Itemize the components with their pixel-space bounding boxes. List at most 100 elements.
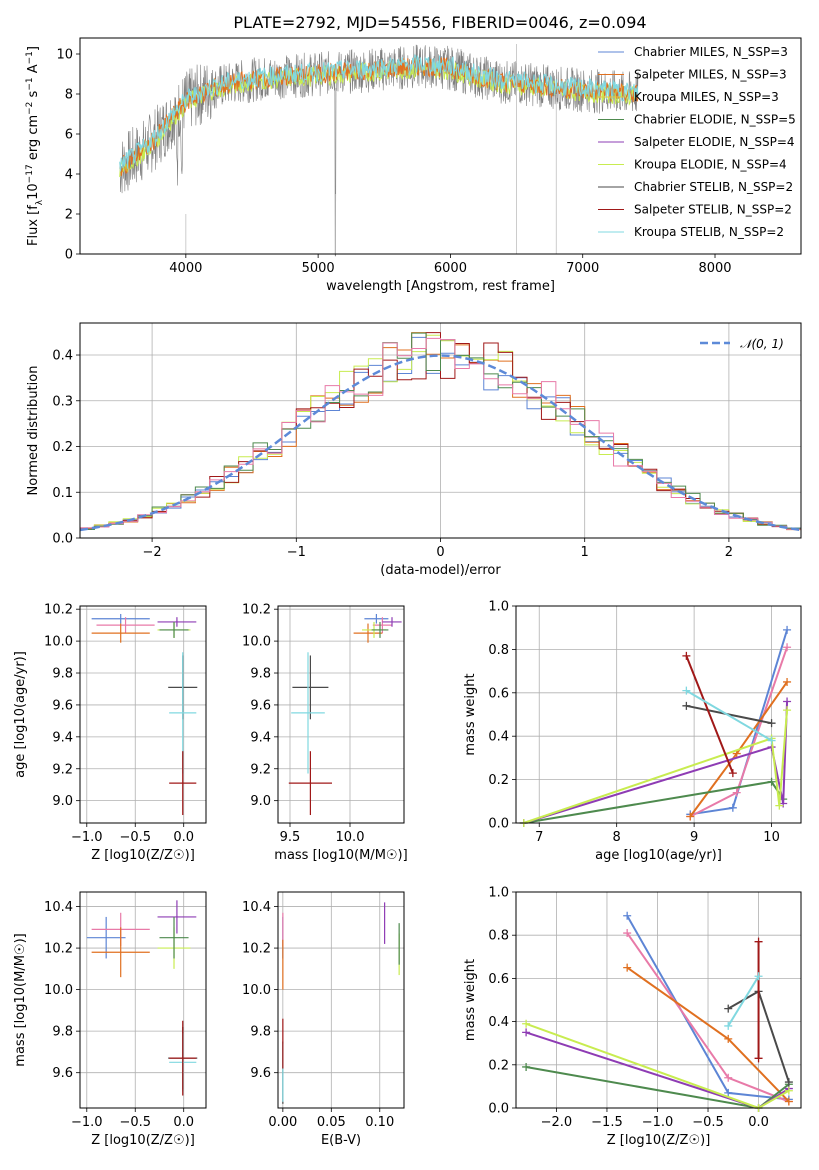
y-tick-label: 10.2 [242, 942, 271, 957]
weight-marker [783, 643, 792, 652]
y-tick-label: 0.0 [488, 1102, 509, 1117]
legend-entry: Salpeter ELODIE, N_SSP=4 [634, 135, 795, 149]
weight-marker [767, 719, 776, 728]
weight-marker [732, 788, 741, 797]
x-tick-label: 4000 [169, 261, 202, 276]
weight-marker [682, 651, 691, 660]
x-tick-label: 9.5 [280, 830, 301, 845]
y-tick-label: 0.1 [52, 486, 73, 501]
legend-entry: Salpeter STELIB, N_SSP=2 [634, 203, 792, 217]
legend-entry: 𝒩(0, 1) [740, 337, 784, 351]
y-tick-label: 9.6 [250, 1066, 271, 1081]
y-axis-label: Flux [fλ10−17 erg cm−2 s−1 A−1] [25, 46, 45, 246]
axes-frame [79, 37, 802, 255]
y-tick-label: 0.6 [488, 972, 509, 987]
model-spectrum-line [119, 53, 639, 172]
x-tick-label: 1 [581, 545, 589, 560]
spectrum-panel: 4000 5000 6000 7000 8000 0 2 4 6 8 10 wavelength [A… [25, 37, 802, 294]
massweight-vs-metallicity-panel: −2.0 −1.5 −1.0 −0.5 0.0 0.0 0.2 0.4 0.6 0.8 1.0 Z [… [463, 886, 802, 1148]
axes-frame [515, 605, 802, 824]
y-tick-label: 0 [65, 248, 73, 263]
x-tick-label: 0.00 [268, 1115, 297, 1130]
y-axis-label: mass weight [463, 673, 478, 755]
y-tick-label: 1.0 [488, 886, 509, 901]
weight-marker [623, 911, 632, 920]
axes-frame [277, 605, 405, 824]
y-tick-label: 8 [65, 88, 73, 103]
x-tick-label: −0.5 [119, 1115, 151, 1130]
legend-entry: Kroupa MILES, N_SSP=3 [634, 90, 779, 104]
x-tick-label: 7 [535, 830, 543, 845]
y-tick-label: 9.4 [250, 730, 271, 745]
weight-marker [724, 1021, 733, 1030]
weight-marker [784, 1097, 793, 1106]
weight-marker [784, 1086, 793, 1095]
weight-marker [682, 701, 691, 710]
x-tick-label: 10.0 [336, 830, 365, 845]
x-tick-label: −1.5 [591, 1115, 623, 1130]
x-tick-label: 10 [763, 830, 780, 845]
y-tick-label: 9.8 [52, 1025, 73, 1040]
legend-entry: Chabrier STELIB, N_SSP=2 [634, 180, 793, 194]
y-tick-label: 0.2 [52, 440, 73, 455]
x-axis-label: Z [log10(Z/Z☉)] [91, 848, 195, 863]
x-axis-label: E(B-V) [321, 1133, 361, 1148]
weight-marker [724, 1004, 733, 1013]
histogram-steps [79, 332, 801, 538]
residual-histogram-panel: −2 −1 0 1 2 0.0 0.1 0.2 0.3 0.4 (data-model)/error… [26, 322, 802, 578]
y-tick-label: 0.8 [488, 929, 509, 944]
y-tick-label: 10.0 [44, 983, 73, 998]
x-tick-label: −1.0 [642, 1115, 674, 1130]
axes-frame [79, 605, 207, 824]
weight-marker [767, 736, 776, 745]
legend-entry: Chabrier ELODIE, N_SSP=5 [634, 113, 796, 127]
weight-marker [783, 677, 792, 686]
legend-entry: Salpeter MILES, N_SSP=3 [634, 68, 787, 82]
weight-line [523, 780, 785, 824]
y-tick-label: 0.4 [52, 349, 73, 364]
y-tick-label: 0.4 [488, 1015, 509, 1030]
weight-marker [724, 1034, 733, 1043]
massweight-vs-age-panel: 7 8 9 10 0.0 0.2 0.4 0.6 0.8 1.0 age [log10(age/yr… [463, 600, 802, 863]
y-tick-label: 10.0 [242, 635, 271, 650]
axes-frame [277, 891, 405, 1109]
y-tick-label: 0.3 [52, 394, 73, 409]
y-tick-label: 9.6 [52, 1066, 73, 1081]
x-axis-label: wavelength [Angstrom, rest frame] [326, 279, 555, 294]
y-tick-label: 9.0 [250, 794, 271, 809]
weight-marker [728, 769, 737, 778]
weight-marker [754, 972, 763, 981]
y-tick-label: 10.4 [44, 900, 73, 915]
weight-marker [682, 686, 691, 695]
weight-marker [767, 777, 776, 786]
y-axis-label: age [log10(age/yr)] [13, 651, 28, 778]
y-tick-label: 0.0 [488, 817, 509, 832]
x-tick-label: 0.10 [365, 1115, 394, 1130]
axes-frame [79, 891, 207, 1109]
axes-frame [515, 891, 802, 1109]
x-tick-label: 8000 [698, 261, 731, 276]
weight-marker [754, 1054, 763, 1063]
legend-entry: Kroupa ELODIE, N_SSP=4 [634, 158, 787, 172]
y-tick-label: 2 [65, 208, 73, 223]
x-tick-label: 0.0 [173, 830, 194, 845]
legend-entry: Kroupa STELIB, N_SSP=2 [634, 225, 784, 239]
y-axis-label: Normed distribution [26, 366, 41, 496]
weight-marker [623, 963, 632, 972]
weight-line [727, 975, 760, 1027]
x-tick-label: 5000 [302, 261, 335, 276]
weight-line [685, 655, 734, 774]
y-tick-label: 9.6 [250, 698, 271, 713]
y-tick-label: 9.4 [52, 730, 73, 745]
x-tick-label: 0.05 [317, 1115, 346, 1130]
y-tick-label: 0.0 [52, 532, 73, 547]
x-axis-label: age [log10(age/yr)] [595, 848, 722, 863]
weight-marker [686, 812, 695, 821]
x-tick-label: −1.0 [71, 1115, 103, 1130]
x-tick-label: −2.0 [541, 1115, 573, 1130]
y-tick-label: 9.2 [250, 762, 271, 777]
figure-title: PLATE=2792, MJD=54556, FIBERID=0046, z=0… [233, 13, 646, 32]
weight-marker [783, 706, 792, 715]
x-tick-label: −1.0 [71, 830, 103, 845]
